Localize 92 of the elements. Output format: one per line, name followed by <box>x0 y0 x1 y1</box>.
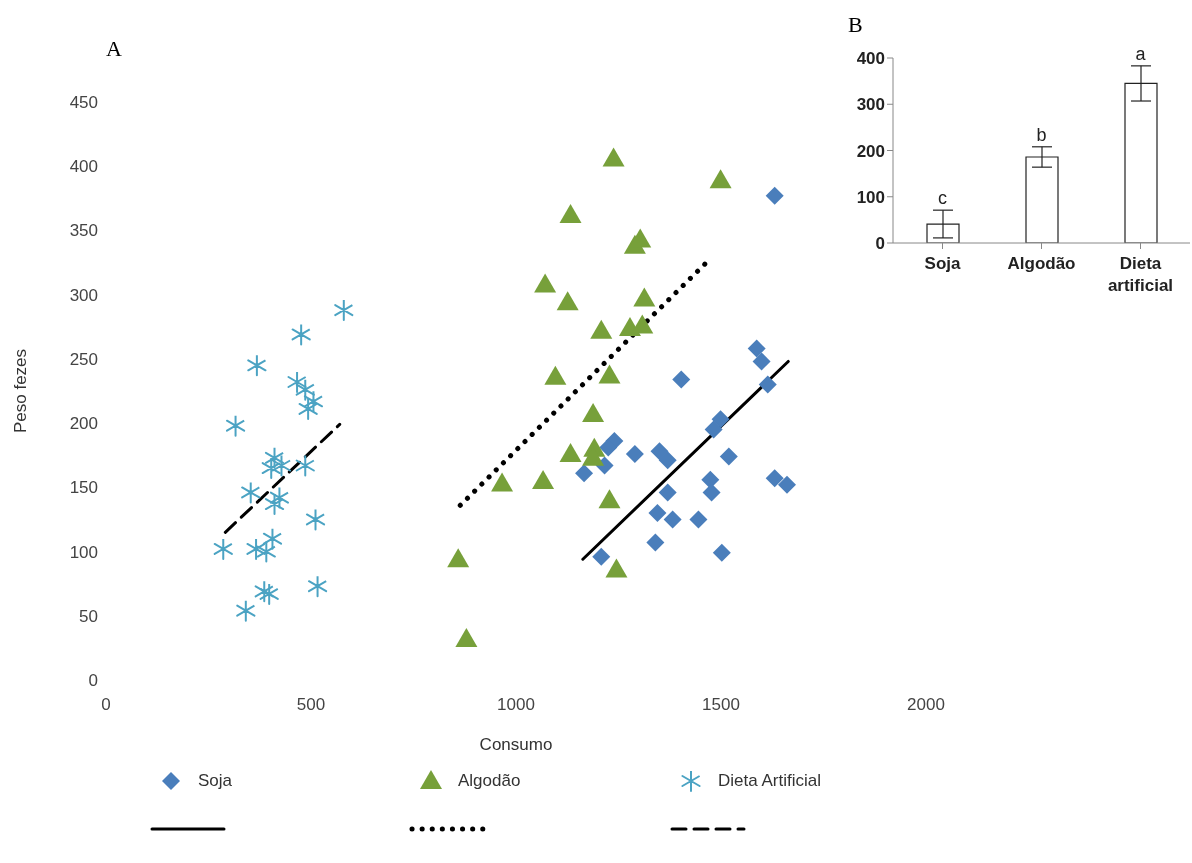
point <box>602 147 625 167</box>
point <box>719 447 738 466</box>
point <box>295 454 315 477</box>
point <box>747 339 766 358</box>
chart-title: A <box>106 36 122 62</box>
point <box>305 508 326 531</box>
x-tick-label: 1500 <box>702 695 740 715</box>
point <box>778 475 797 494</box>
point <box>598 364 621 384</box>
point <box>455 627 478 647</box>
point <box>264 493 285 516</box>
legend-label: Dieta Artificial <box>718 771 821 791</box>
point <box>225 414 246 437</box>
point <box>307 575 328 598</box>
point <box>334 299 354 322</box>
point <box>559 204 582 224</box>
point <box>262 527 283 550</box>
point <box>598 489 621 509</box>
y-tick-label: 300 <box>856 95 885 115</box>
chart-title: B <box>848 12 863 38</box>
x-tick-label: 1000 <box>497 695 535 715</box>
point <box>559 442 582 462</box>
point <box>672 370 691 389</box>
point <box>709 169 732 189</box>
point <box>648 504 667 523</box>
point <box>259 582 279 605</box>
y-tick-label: 200 <box>856 141 885 161</box>
point <box>213 537 233 560</box>
y-tick-label: 100 <box>856 187 885 207</box>
y-tick-label: 0 <box>875 234 885 254</box>
point <box>254 580 274 603</box>
x-tick-label: 2000 <box>907 695 945 715</box>
point <box>605 558 628 578</box>
point <box>590 319 613 339</box>
y-tick-label: 200 <box>69 414 98 434</box>
point <box>625 444 644 463</box>
x-tick-label: 0 <box>101 695 111 715</box>
legend-label: Soja <box>198 771 233 791</box>
y-tick-label: 350 <box>69 221 98 241</box>
point <box>534 273 557 293</box>
point <box>752 352 771 371</box>
point <box>582 403 605 423</box>
y-tick-label: 300 <box>69 285 98 305</box>
x-tick-label: Soja <box>924 254 961 273</box>
point <box>758 375 777 394</box>
point <box>303 390 324 413</box>
x-tick-label: Algodão <box>1007 254 1076 273</box>
point <box>556 291 579 311</box>
point <box>261 457 281 480</box>
y-tick-label: 150 <box>69 478 98 498</box>
point <box>241 481 261 504</box>
y-tick-label: 400 <box>69 157 98 177</box>
point <box>650 442 669 461</box>
point <box>704 420 723 439</box>
point <box>646 533 665 552</box>
y-tick-label: 450 <box>69 93 98 113</box>
point <box>532 469 555 489</box>
point <box>765 469 784 488</box>
y-tick-label: 50 <box>79 606 98 626</box>
y-tick-label: 0 <box>88 671 98 691</box>
annotation: c <box>938 188 947 209</box>
y-tick-label: 400 <box>856 49 885 69</box>
point <box>544 365 567 385</box>
x-tick-label: 500 <box>296 695 326 715</box>
point <box>712 543 731 562</box>
point <box>592 547 611 566</box>
annotation: a <box>1135 43 1147 64</box>
point <box>491 472 514 492</box>
point <box>689 510 708 529</box>
point <box>702 483 721 502</box>
legend-label: Algodão <box>458 771 521 791</box>
point <box>711 410 730 429</box>
point <box>663 510 682 529</box>
point <box>236 599 256 622</box>
x-axis-title: Consumo <box>479 735 553 754</box>
point <box>269 486 290 509</box>
y-tick-label: 100 <box>69 542 98 562</box>
point <box>658 483 677 502</box>
point <box>247 354 267 377</box>
point <box>599 438 618 457</box>
x-tick-label: Dieta artificial <box>1107 254 1174 295</box>
point <box>765 186 784 205</box>
y-tick-label: 250 <box>69 349 98 369</box>
point <box>633 287 656 307</box>
point <box>658 451 677 470</box>
y-axis-title: Peso fezes <box>11 348 31 434</box>
annotation: b <box>1036 124 1047 145</box>
point <box>447 548 470 568</box>
point <box>291 323 311 346</box>
point <box>701 470 720 489</box>
point <box>575 464 594 483</box>
point <box>298 397 318 420</box>
